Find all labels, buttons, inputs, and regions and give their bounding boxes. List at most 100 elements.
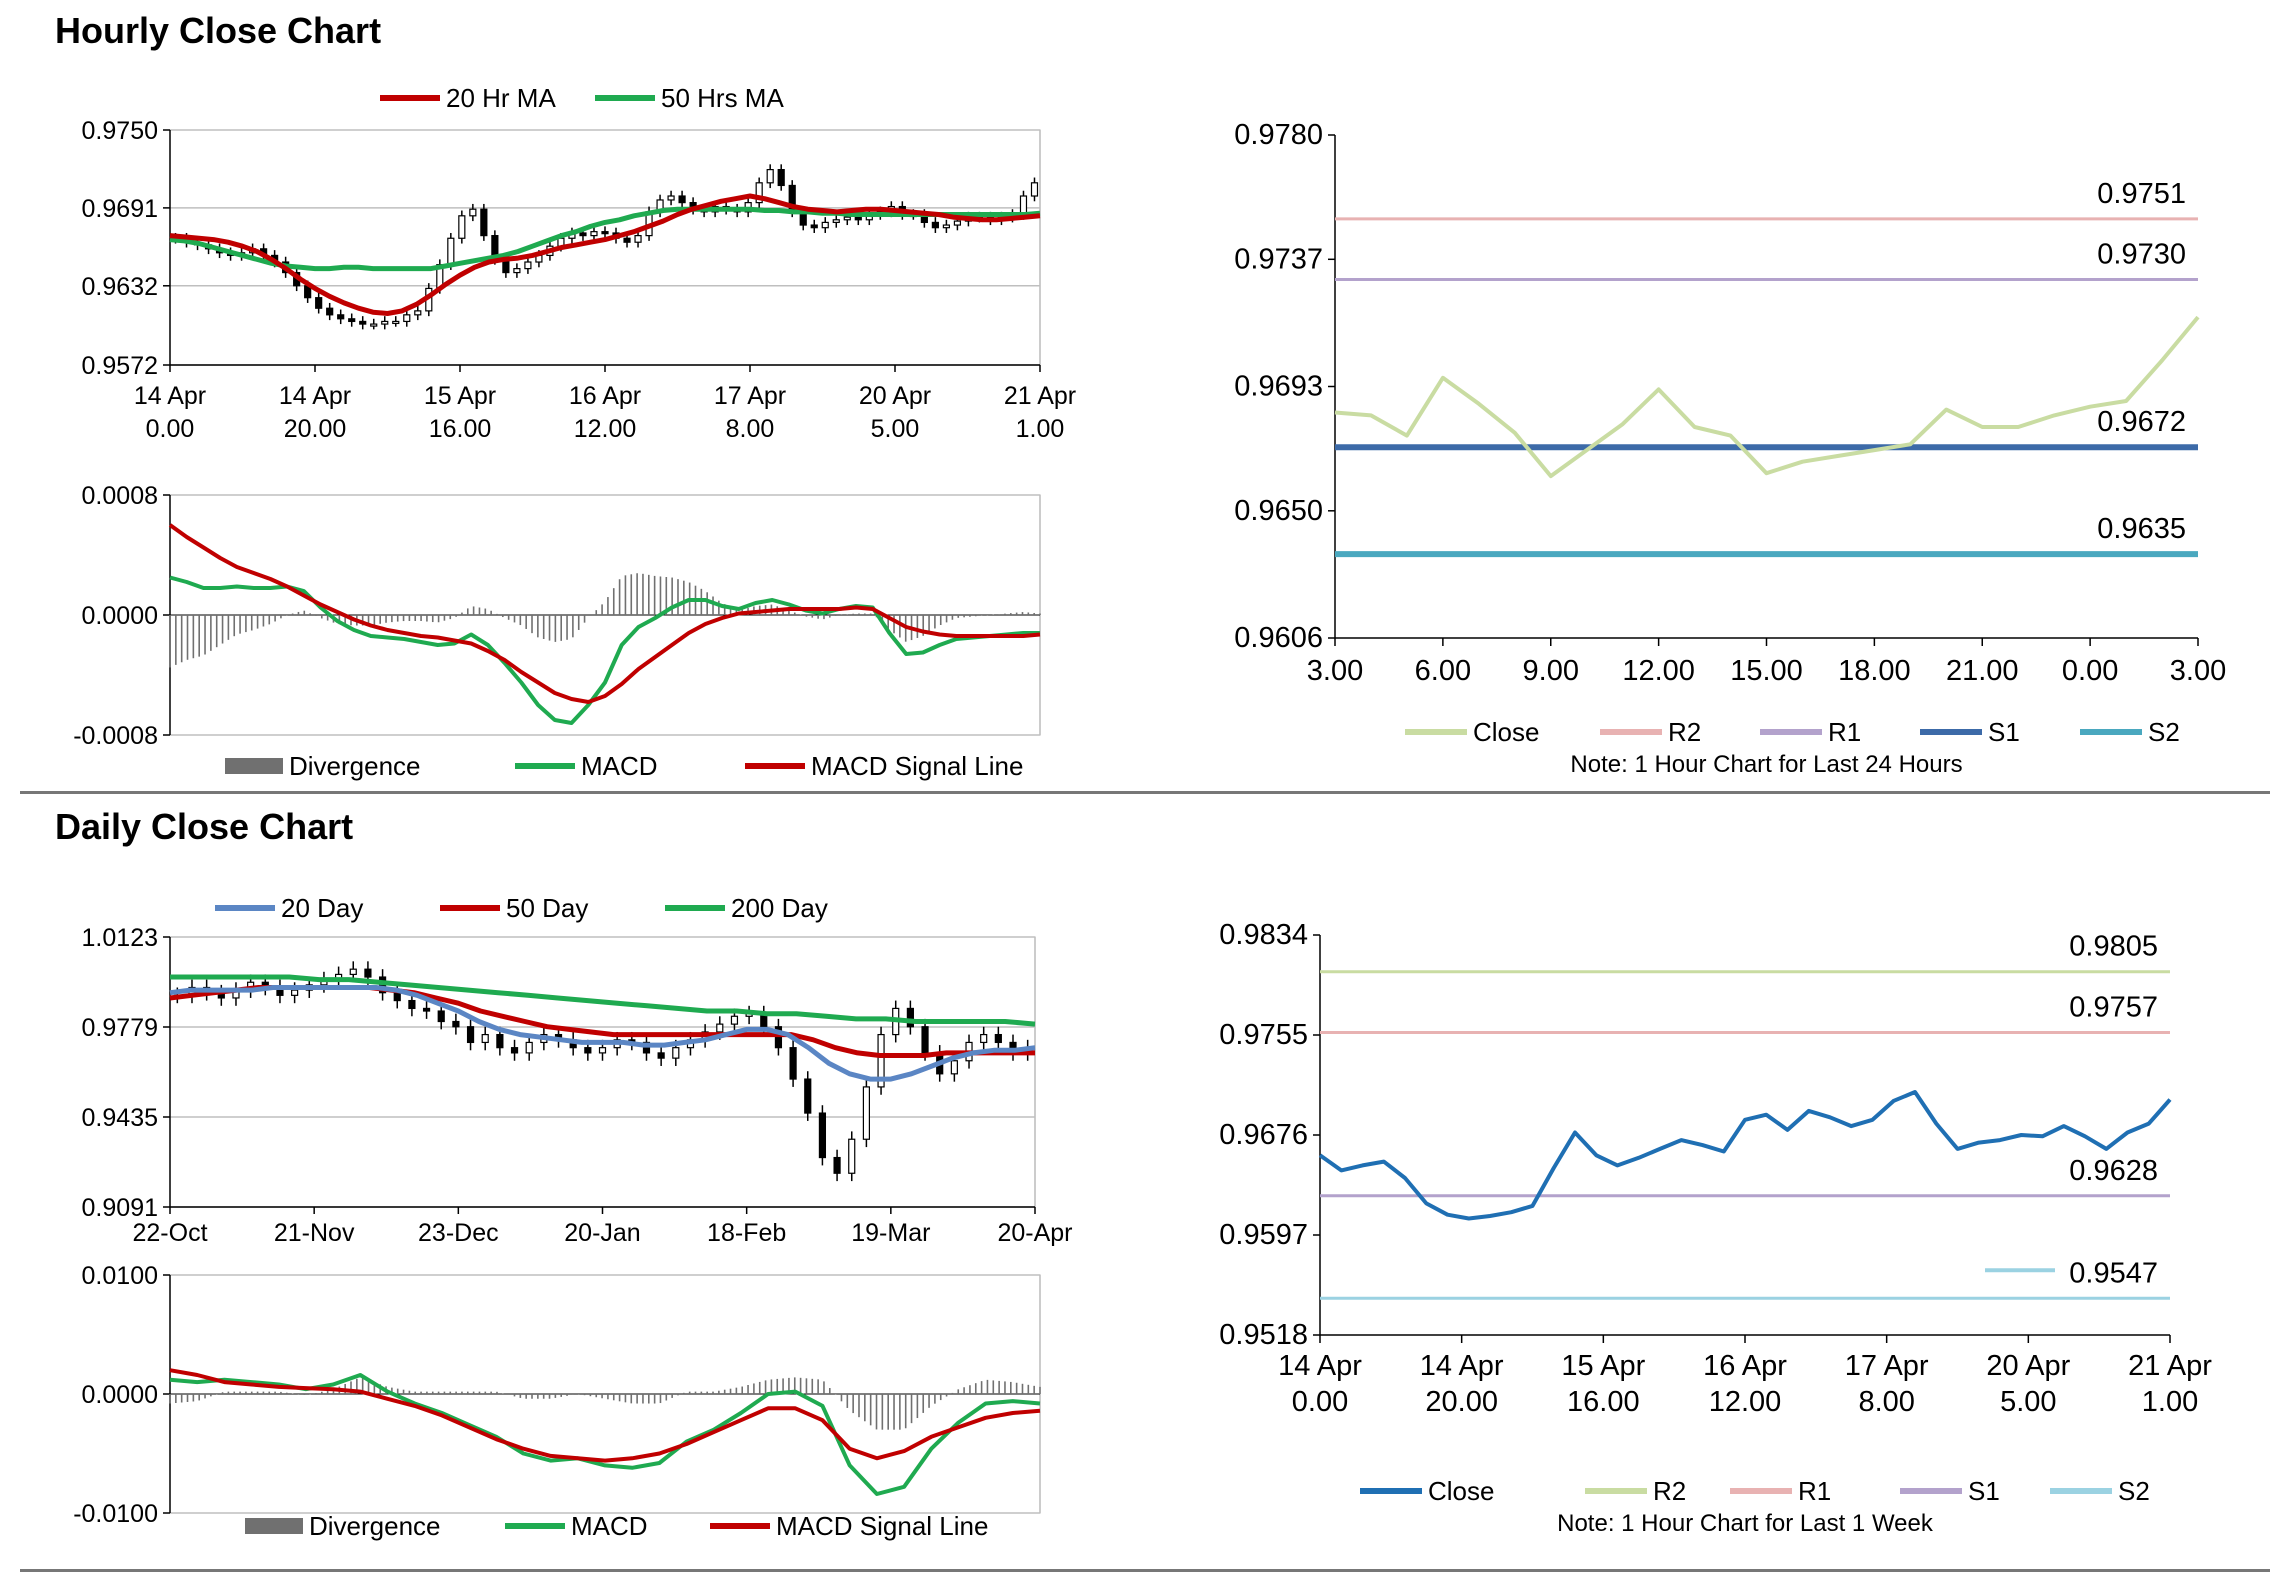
daily-legend-200day-label: 200 Day [731,893,828,923]
daily-candle-body [833,1156,841,1174]
daily-macd-macd-line [169,1373,1041,1496]
hourly-macd-ytick-label: -0.0008 [73,722,158,750]
daily-legend-20day-label: 20 Day [281,893,363,923]
daily-macd-legend-macd-label: MACD [571,1511,648,1541]
daily-pivot-xtick-label: 16 Apr [1703,1350,1787,1382]
daily-pivot-xtick-label: 21 Apr [2128,1350,2212,1382]
daily-pivot-xtick-label: 14 Apr [1278,1350,1362,1382]
hourly-pivot-xtick-label: 6.00 [1415,655,1471,687]
daily-pivot-level-s1-label: 0.9628 [2069,1155,2158,1187]
hourly-candle-body [942,224,950,229]
daily-candle-body [672,1047,680,1059]
hourly-candle-xtick-label: 21 Apr [1004,382,1076,410]
hourly-candle-xtick-label: 20 Apr [859,382,931,410]
daily-candle-body [422,1007,431,1012]
daily-pivot-level-s2-label: 0.9547 [2069,1257,2158,1289]
daily-pivot-xtick-label: 0.00 [1292,1386,1348,1418]
daily-candle-body [789,1047,797,1080]
hourly-candle-body [469,208,477,217]
hourly-macd-macd-line [169,575,1040,725]
daily-candle-body [349,968,357,976]
hourly-candle-xtick-label: 12.00 [574,415,637,443]
hourly-candle-xtick-label: 0.00 [146,415,195,443]
hourly-candle-body [524,261,532,270]
hourly-candle-xtick-label: 16.00 [429,415,492,443]
daily-candle-ytick-label: 0.9435 [82,1104,158,1132]
hourly-candle-xtick-label: 20.00 [284,415,347,443]
hourly-candle-body [678,195,686,204]
daily-candle-body [496,1033,504,1049]
hourly-candle-plot-frame [169,129,1041,366]
daily-candle-body [980,1033,988,1044]
daily-candle-body [818,1112,827,1159]
hourly-pivot-ytick-label: 0.9737 [1234,243,1323,275]
hourly-candle-body [755,182,763,204]
hourly-candle-ytick-label: 0.9632 [82,273,158,301]
hourly-pivot-legend-s2-label: S2 [2148,717,2180,747]
hourly-candle-ytick-label: 0.9750 [82,117,158,145]
daily-pivot-xtick-label: 20.00 [1425,1386,1498,1418]
daily-pivot-ytick-label: 0.9518 [1219,1319,1308,1351]
hourly-pivot-ytick-label: 0.9606 [1234,622,1323,654]
hourly-pivot-ytick-label: 0.9780 [1234,119,1323,151]
daily-candle-body [642,1041,651,1054]
hourly-candle-xtick-label: 1.00 [1016,415,1065,443]
daily-candle-body [437,1010,445,1023]
hourly-candle-ytick-label: 0.9691 [82,195,158,223]
daily-pivot-level-r1-label: 0.9757 [2069,991,2158,1023]
daily-pivot-legend-r1-label: R1 [1798,1476,1831,1506]
hourly-pivot-xtick-label: 0.00 [2062,655,2118,687]
hourly-macd-signal-line [168,523,1041,704]
daily-macd-legend-signal-label: MACD Signal Line [776,1511,988,1541]
daily-candle-ytick-label: 0.9091 [82,1194,158,1222]
hourly-pivot-level-s2-label: 0.9635 [2097,513,2186,545]
bottom-divider [20,1569,2270,1572]
daily-pivot-legend-s1-label: S1 [1968,1476,2000,1506]
hourly-macd-legend-signal-label: MACD Signal Line [811,751,1023,781]
hourly-pivot-legend-close-label: Close [1473,717,1539,747]
daily-candle-ytick-label: 1.0123 [82,924,158,952]
hourly-candle-body [447,237,455,266]
hourly-macd-legend-divergence-swatch [225,758,283,774]
daily-macd-legend-divergence-swatch [245,1518,303,1534]
daily-candle-body [804,1078,812,1114]
hourly-candle-body [634,235,642,243]
hourly-candle-body [667,195,675,201]
hourly-candle-body [579,232,587,237]
hourly-candle-body [359,320,367,325]
hourly-pivot-xtick-label: 15.00 [1730,655,1803,687]
daily-candle-body [877,1033,885,1088]
daily-candle-body [950,1060,958,1075]
daily-macd-ytick-label: -0.0100 [73,1500,158,1528]
daily-candle-body [408,999,416,1010]
hourly-candle-body [326,307,334,316]
daily-pivot-legend-s2-label: S2 [2118,1476,2150,1506]
daily-pivot-level-r2-label: 0.9805 [2069,931,2158,963]
daily-candle-body [525,1041,533,1054]
daily-candle-ytick-label: 0.9779 [82,1014,158,1042]
daily-20day-ma-line [169,985,1036,1082]
daily-macd-ytick-label: 0.0100 [82,1262,158,1290]
daily-candle-xtick-label: 21-Nov [274,1219,355,1247]
hourly-pivot-xtick-label: 18.00 [1838,655,1911,687]
hourly-macd-legend-macd-label: MACD [581,751,658,781]
daily-section-title: Daily Close Chart [55,806,354,847]
daily-pivot-xtick-label: 16.00 [1567,1386,1640,1418]
daily-pivot-legend-close-label: Close [1428,1476,1494,1506]
hourly-candle-xtick-label: 16 Apr [569,382,641,410]
daily-candle-body [598,1047,607,1054]
daily-macd-chart: 0.0100 0.0000 -0.0100 Divergence MACD MACD Si… [73,1262,1041,1541]
hourly-pivot-ytick-label: 0.9693 [1234,371,1323,403]
hourly-legend-20hr-ma-label: 20 Hr MA [446,83,556,113]
hourly-pivot-xtick-label: 12.00 [1622,655,1695,687]
daily-candle-body [730,1015,739,1025]
daily-candle-body [481,1033,489,1044]
daily-legend-50day-label: 50 Day [506,893,588,923]
daily-candle-body [510,1047,519,1054]
daily-pivot-xtick-label: 17 Apr [1845,1350,1929,1382]
hourly-candle-body [623,237,631,243]
hourly-pivot-level-s1-label: 0.9672 [2097,406,2186,438]
daily-candle-body [657,1052,665,1059]
hourly-candle-body [590,231,598,237]
